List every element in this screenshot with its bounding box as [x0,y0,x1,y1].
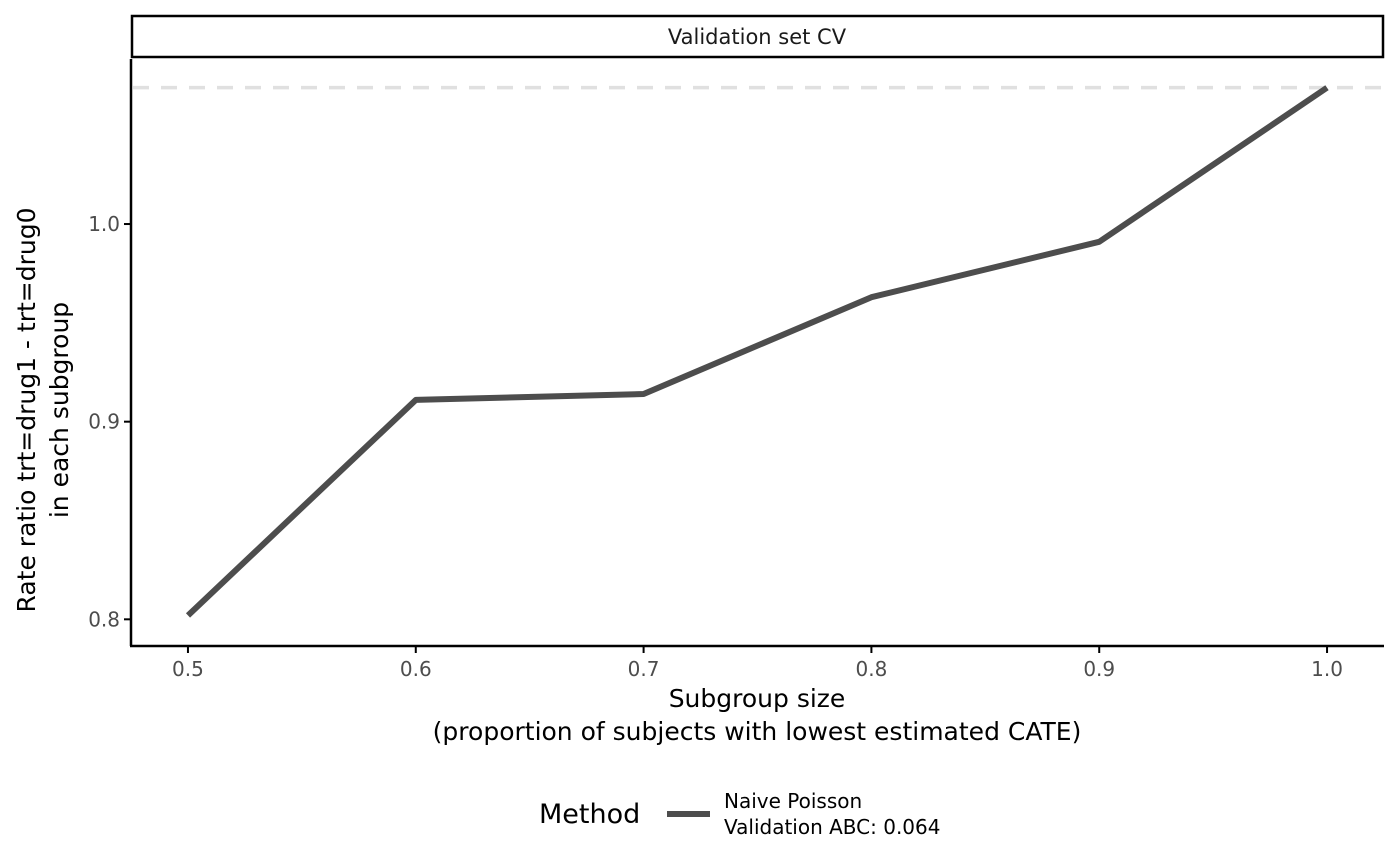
y-axis-ticks: 0.8 0.9 1.0 [88,212,131,631]
x-tick-label: 0.6 [400,657,432,681]
x-axis-subtitle: (proportion of subjects with lowest esti… [433,717,1082,746]
y-tick-label: 1.0 [88,212,120,236]
legend-entry-abc: Validation ABC: 0.064 [724,815,940,839]
facet-strip-title: Validation set CV [668,25,847,49]
y-axis-subtitle: in each subgroup [45,302,74,518]
legend-entry-label: Naive Poisson [724,789,862,813]
y-tick-label: 0.9 [88,410,120,434]
x-axis-ticks: 0.5 0.6 0.7 0.8 0.9 1.0 [172,646,1343,681]
x-tick-label: 0.8 [856,657,888,681]
legend: Method Naive Poisson Validation ABC: 0.0… [539,789,940,839]
x-tick-label: 1.0 [1311,657,1343,681]
x-axis-title: Subgroup size [669,684,846,713]
x-tick-label: 0.7 [628,657,660,681]
facet-strip [130,14,1385,59]
series-line-naive-poisson [185,85,1329,618]
y-tick-label: 0.8 [88,607,120,631]
x-tick-label: 0.5 [172,657,204,681]
y-axis-title: Rate ratio trt=drug1 - trt=drug0 [12,208,41,613]
legend-title: Method [539,799,640,830]
x-tick-label: 0.9 [1083,657,1115,681]
